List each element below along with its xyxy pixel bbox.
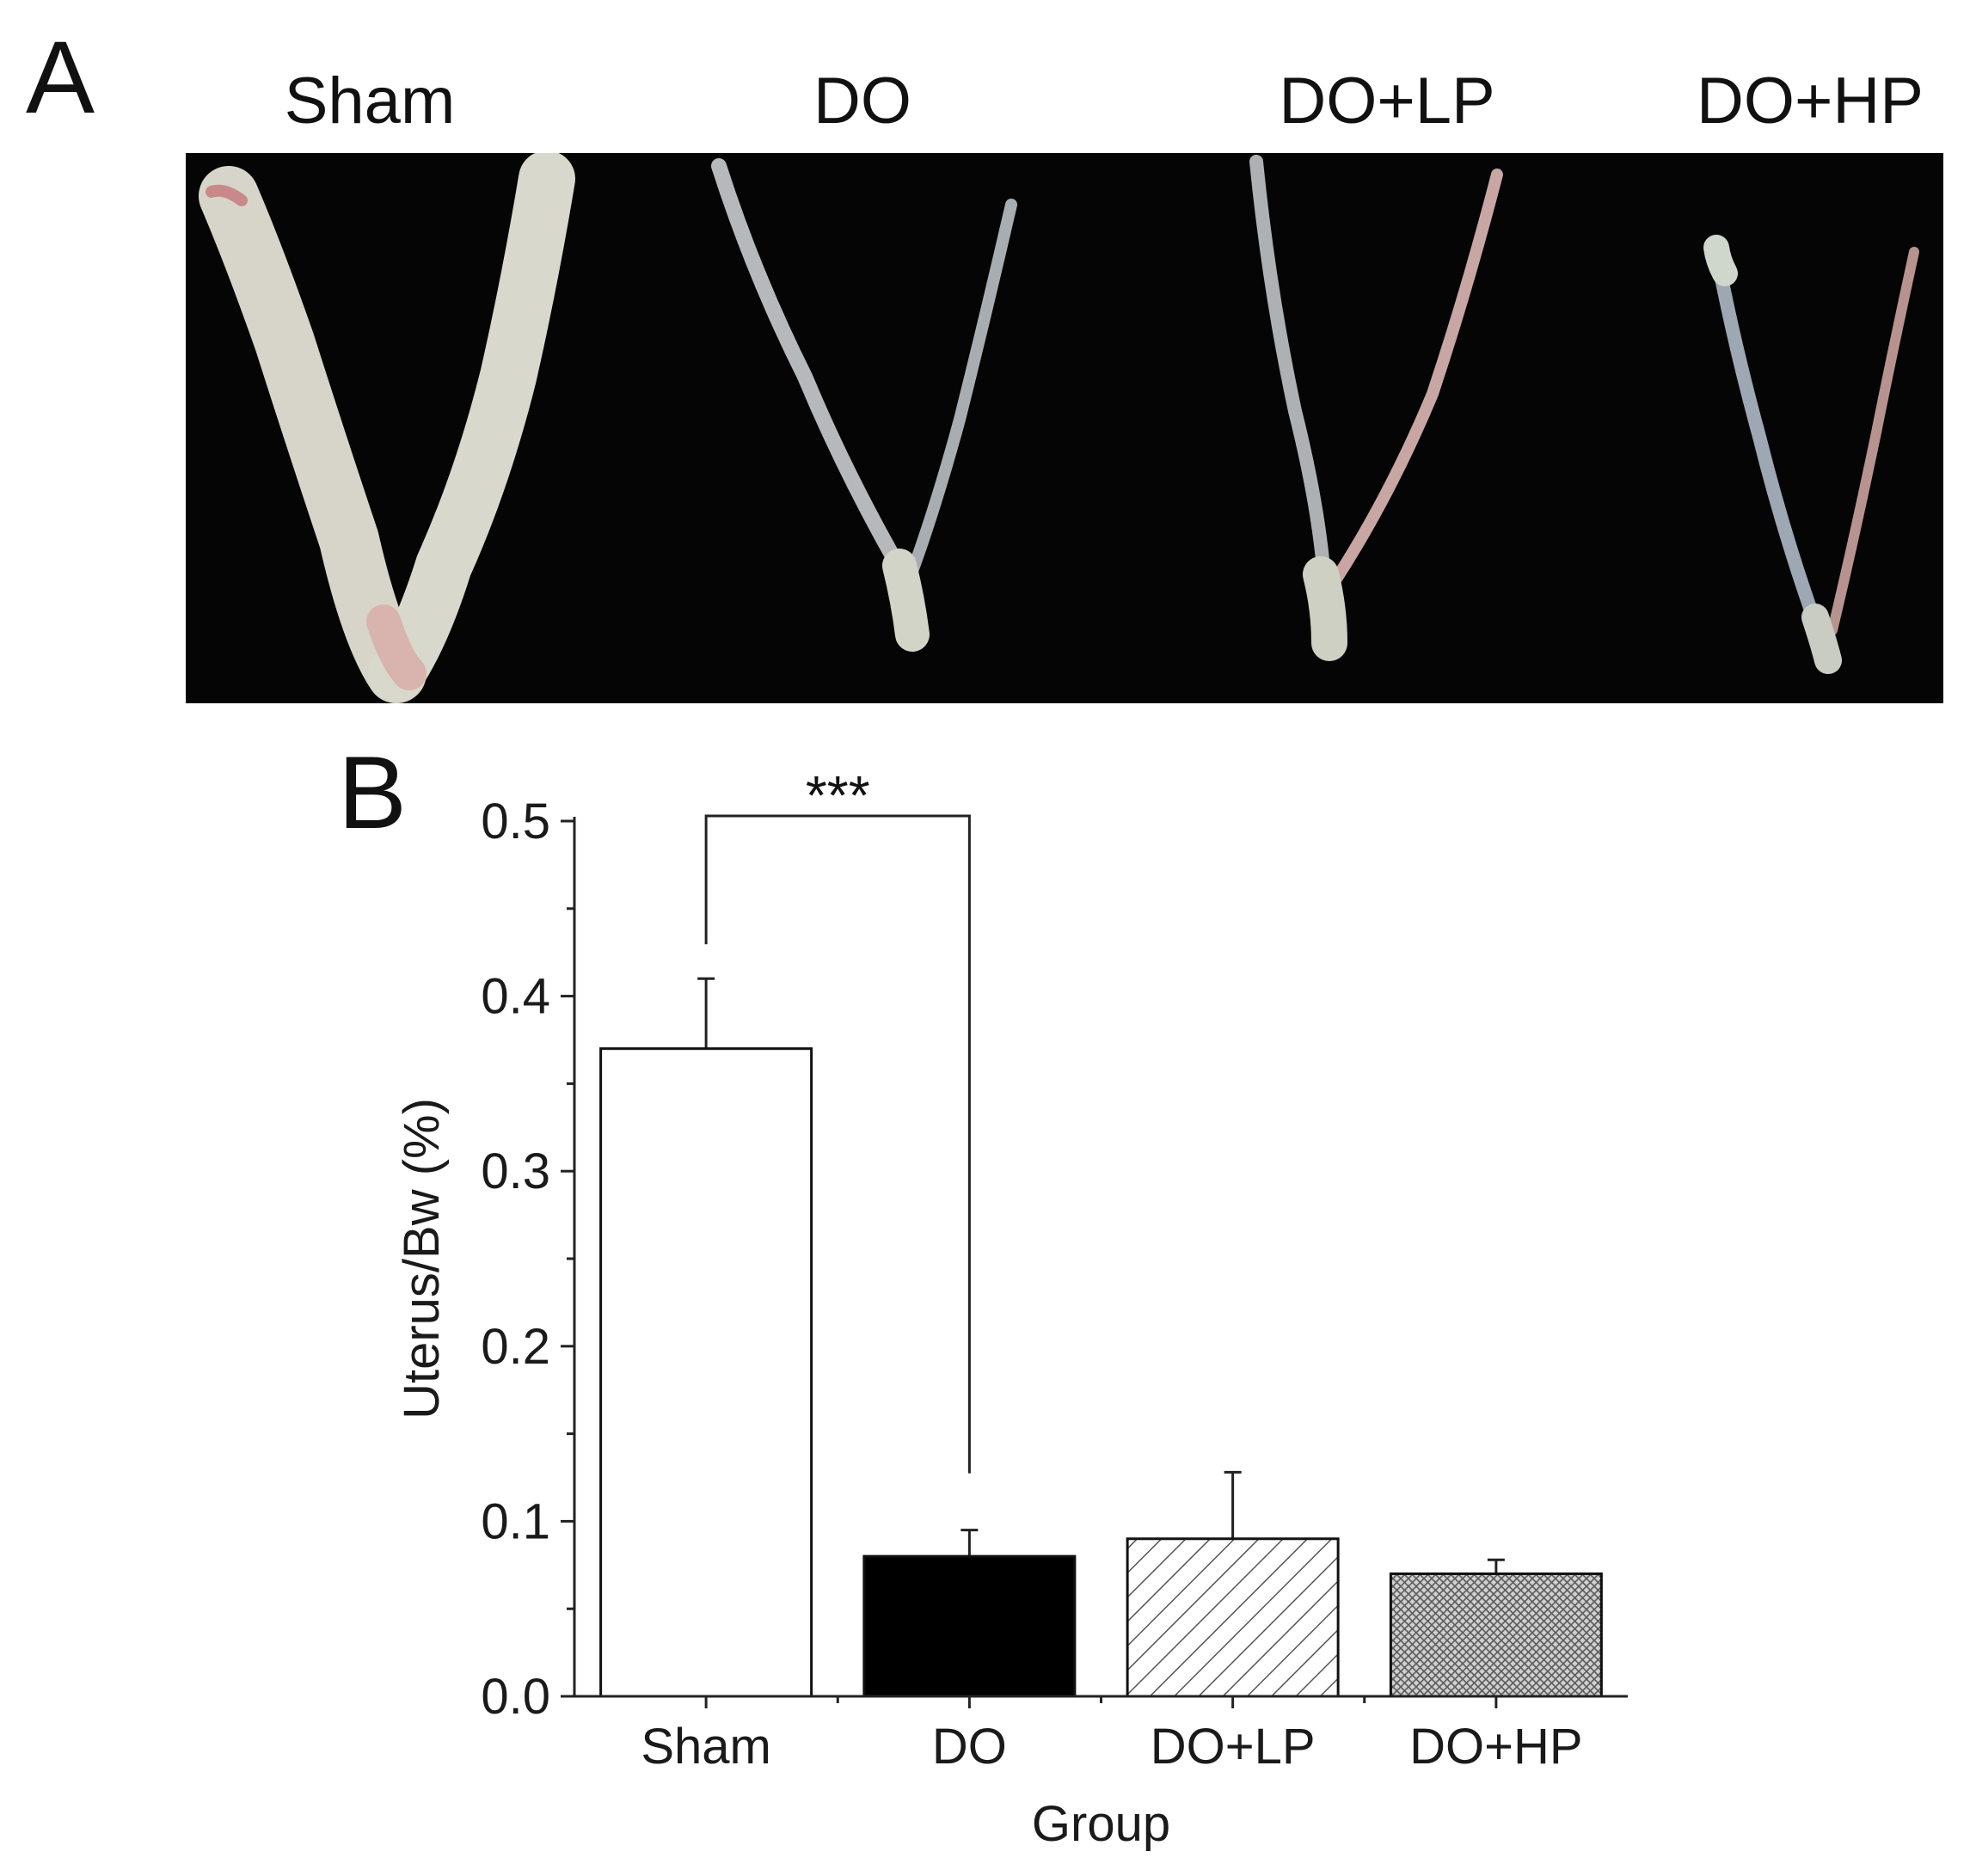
y-tick-label: 0.4 (481, 969, 550, 1025)
bar-do (862, 1554, 1077, 1698)
axes-layer (561, 817, 1628, 1708)
x-tick-label: DO+HP (1409, 1719, 1582, 1775)
bar-do-lp (1126, 1537, 1340, 1698)
photo-label-do-hp: DO+HP (1697, 64, 1924, 138)
y-tick-label: 0.0 (481, 1669, 550, 1725)
do-hp-specimen (1703, 235, 1919, 674)
y-tick-label: 0.5 (481, 794, 550, 849)
significance-stars: *** (806, 764, 870, 826)
y-tick-label: 0.3 (481, 1143, 550, 1199)
do-specimen (711, 158, 1017, 652)
do-lp-specimen (1249, 155, 1503, 661)
uterus-specimens-image (199, 153, 1919, 703)
bar-sham (599, 1047, 813, 1698)
y-tick-label: 0.1 (481, 1493, 550, 1549)
y-axis-title: Uterus/Bw (%) (394, 1098, 450, 1419)
photo-label-sham: Sham (284, 64, 456, 138)
uterus-photograph (186, 153, 1943, 703)
x-tick-label: DO (932, 1719, 1007, 1775)
x-tick-label: DO+LP (1151, 1719, 1316, 1775)
bars-layer (599, 977, 1603, 1698)
significance-bracket (704, 814, 971, 1474)
x-axis-title: Group (1032, 1796, 1170, 1852)
sham-specimen (199, 153, 575, 703)
panel-b-label: B (338, 735, 408, 850)
labels-layer: 0.0 0.1 0.2 0.3 0.4 0.5 Sham DO DO+LP DO+HP Group U… (394, 764, 1583, 1852)
x-tick-label: Sham (641, 1719, 771, 1775)
panel-a-label: A (26, 20, 95, 135)
y-tick-label: 0.2 (481, 1319, 550, 1375)
bar-do-hp (1389, 1572, 1603, 1698)
photo-label-do-lp: DO+LP (1279, 64, 1495, 138)
photo-label-do: DO (813, 64, 911, 138)
